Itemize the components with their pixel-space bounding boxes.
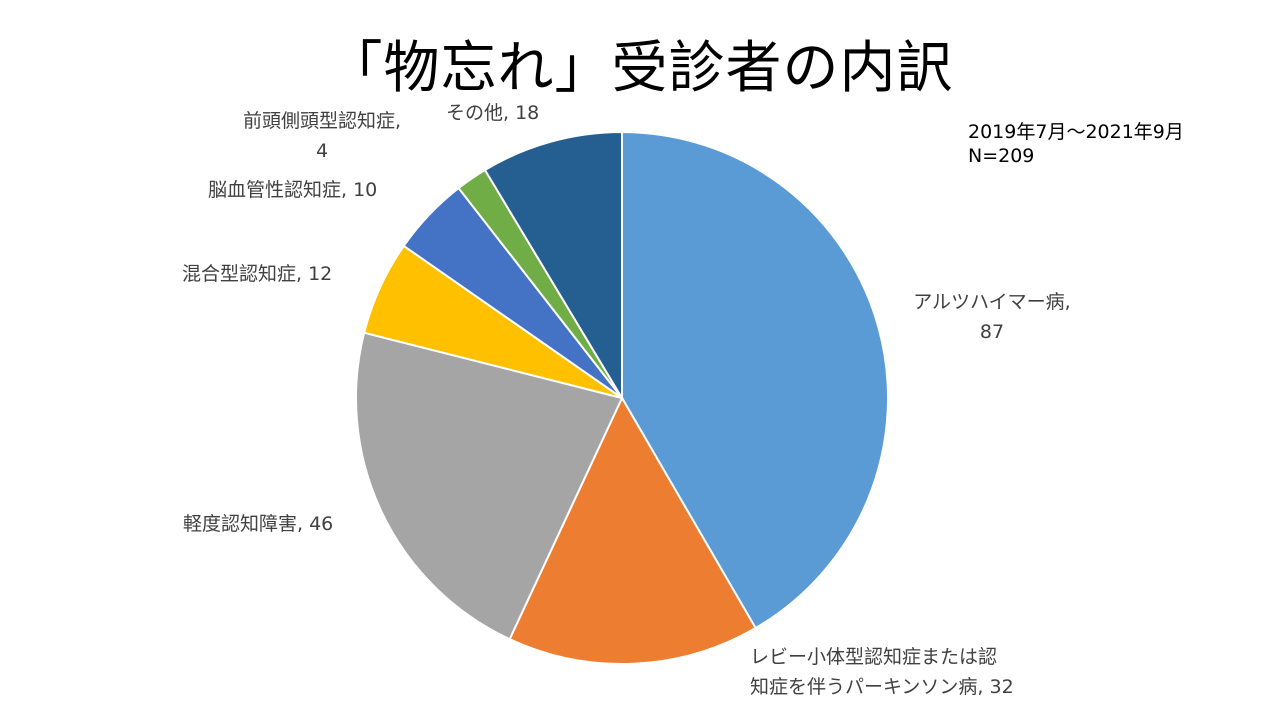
slice-alzheimer-label: アルツハイマー病, 87 [897,287,1087,347]
data-label-line: 前頭側頭型認知症, [242,110,402,132]
slice-ftd-label: 前頭側頭型認知症, 4 [222,106,422,166]
period-note: 2019年7月～2021年9月 [968,121,1184,143]
data-label-line: その他, 18 [446,102,540,124]
data-label-line: 87 [979,321,1005,343]
slice-alzheimer [621,130,889,630]
slice-mixed-label: 混合型認知症, 12 [182,259,382,289]
data-label-line: 混合型認知症, 12 [182,263,333,285]
slice-lewy-body-label: レビー小体型認知症または認 知症を伴うパーキンソン病, 32 [750,642,1080,702]
slice-mci [355,331,624,641]
slice-lewy-body [508,395,757,665]
data-label-line: 4 [315,140,329,162]
slice-other-label: その他, 18 [446,98,576,128]
data-label-line: 軽度認知障害, 46 [183,513,334,535]
data-label-line: レビー小体型認知症または認 [750,646,998,668]
data-label-line: アルツハイマー病, [913,291,1071,313]
chart-title: 「物忘れ」受診者の内訳 [326,36,954,101]
slice-other [483,130,623,402]
data-label-line: 知症を伴うパーキンソン病, 32 [750,676,1014,698]
slice-vascular-label: 脳血管性認知症, 10 [208,175,428,205]
sample-size-note: N=209 [968,145,1035,167]
data-label-line: 脳血管性認知症, 10 [208,179,378,201]
slice-mci-label: 軽度認知障害, 46 [183,509,403,539]
